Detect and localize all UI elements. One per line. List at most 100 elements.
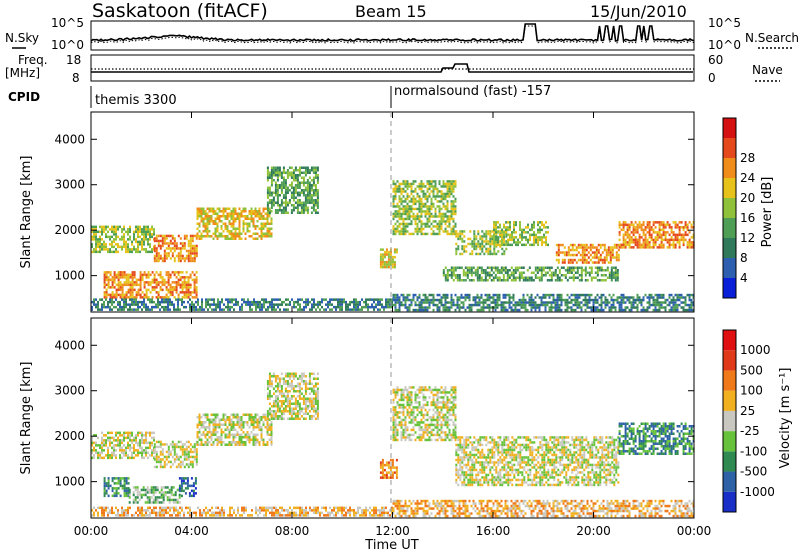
data-cell (198, 235, 201, 238)
data-cell (175, 286, 178, 289)
data-cell (133, 300, 135, 304)
data-cell (590, 279, 593, 282)
data-cell (260, 232, 263, 235)
data-cell (268, 215, 271, 218)
data-cell (155, 440, 158, 444)
data-cell (266, 235, 269, 238)
data-cell (268, 174, 271, 177)
data-cell (442, 274, 445, 277)
data-cell (195, 293, 198, 297)
data-cell (143, 283, 146, 287)
data-cell (412, 197, 415, 201)
data-cell (608, 293, 611, 297)
data-cell (220, 438, 223, 441)
data-cell (490, 274, 493, 277)
data-cell (272, 405, 275, 408)
data-cell (515, 223, 517, 227)
data-cell (412, 298, 415, 302)
data-cell (147, 431, 149, 435)
data-cell (438, 222, 441, 226)
data-cell (361, 308, 363, 311)
data-cell (253, 303, 255, 306)
data-cell (622, 243, 625, 247)
data-cell (680, 296, 683, 299)
data-cell (530, 279, 533, 282)
data-cell (430, 293, 433, 297)
data-cell (101, 238, 103, 241)
data-cell (165, 252, 168, 255)
data-cell (159, 286, 162, 289)
data-cell (310, 166, 313, 169)
data-cell (662, 301, 665, 304)
data-cell (159, 465, 162, 469)
data-cell (510, 274, 513, 277)
data-cell (109, 248, 111, 251)
data-cell (611, 251, 614, 254)
data-cell (488, 271, 491, 274)
data-cell (129, 308, 131, 311)
data-cell (398, 308, 401, 312)
data-cell (296, 204, 299, 207)
data-cell (149, 243, 151, 246)
data-cell (526, 308, 529, 312)
data-cell (458, 274, 461, 277)
data-cell (684, 308, 687, 312)
data-cell (396, 298, 399, 302)
data-cell (224, 217, 227, 220)
data-cell (410, 207, 413, 211)
data-cell (274, 181, 277, 184)
data-cell (489, 237, 492, 241)
power-data-cells (91, 166, 695, 312)
data-cell (177, 308, 179, 311)
data-cell (95, 225, 97, 229)
data-cell (504, 301, 507, 304)
data-cell (474, 296, 477, 299)
data-cell (472, 266, 475, 269)
data-cell (582, 269, 585, 272)
data-cell (273, 303, 275, 306)
data-cell (485, 230, 488, 233)
data-cell (163, 308, 165, 311)
data-cell (169, 239, 172, 243)
data-cell (504, 271, 507, 274)
data-cell (396, 220, 399, 223)
data-cell (256, 421, 259, 424)
data-cell (101, 446, 103, 450)
data-cell (648, 221, 651, 224)
data-cell (214, 431, 217, 434)
data-cell (511, 238, 513, 242)
data-cell (204, 428, 207, 431)
data-cell (466, 269, 469, 272)
data-cell (476, 293, 479, 297)
data-cell (501, 241, 503, 244)
data-cell (658, 223, 661, 227)
data-cell (300, 211, 303, 214)
data-cell (416, 215, 419, 218)
data-cell (197, 308, 199, 311)
data-cell (412, 293, 415, 297)
data-cell (268, 395, 271, 398)
data-cell (457, 235, 460, 238)
data-cell (204, 436, 207, 439)
data-cell (248, 413, 251, 416)
data-cell (189, 308, 191, 311)
noise-tick-bottom-left: 10^0 (51, 38, 84, 52)
data-cell (266, 222, 269, 225)
data-cell (583, 256, 586, 259)
data-cell (278, 405, 281, 408)
data-cell (250, 217, 253, 220)
data-cell (392, 303, 395, 307)
data-cell (506, 308, 509, 312)
data-cell (91, 439, 93, 442)
data-cell (612, 271, 615, 274)
data-cell (97, 454, 99, 457)
data-cell (524, 276, 527, 279)
data-cell (239, 305, 241, 309)
data-cell (181, 445, 184, 449)
data-cell (143, 230, 145, 234)
data-cell (595, 261, 598, 264)
data-cell (276, 385, 279, 388)
data-cell (248, 235, 251, 238)
data-cell (404, 303, 407, 307)
data-cell (547, 243, 549, 247)
